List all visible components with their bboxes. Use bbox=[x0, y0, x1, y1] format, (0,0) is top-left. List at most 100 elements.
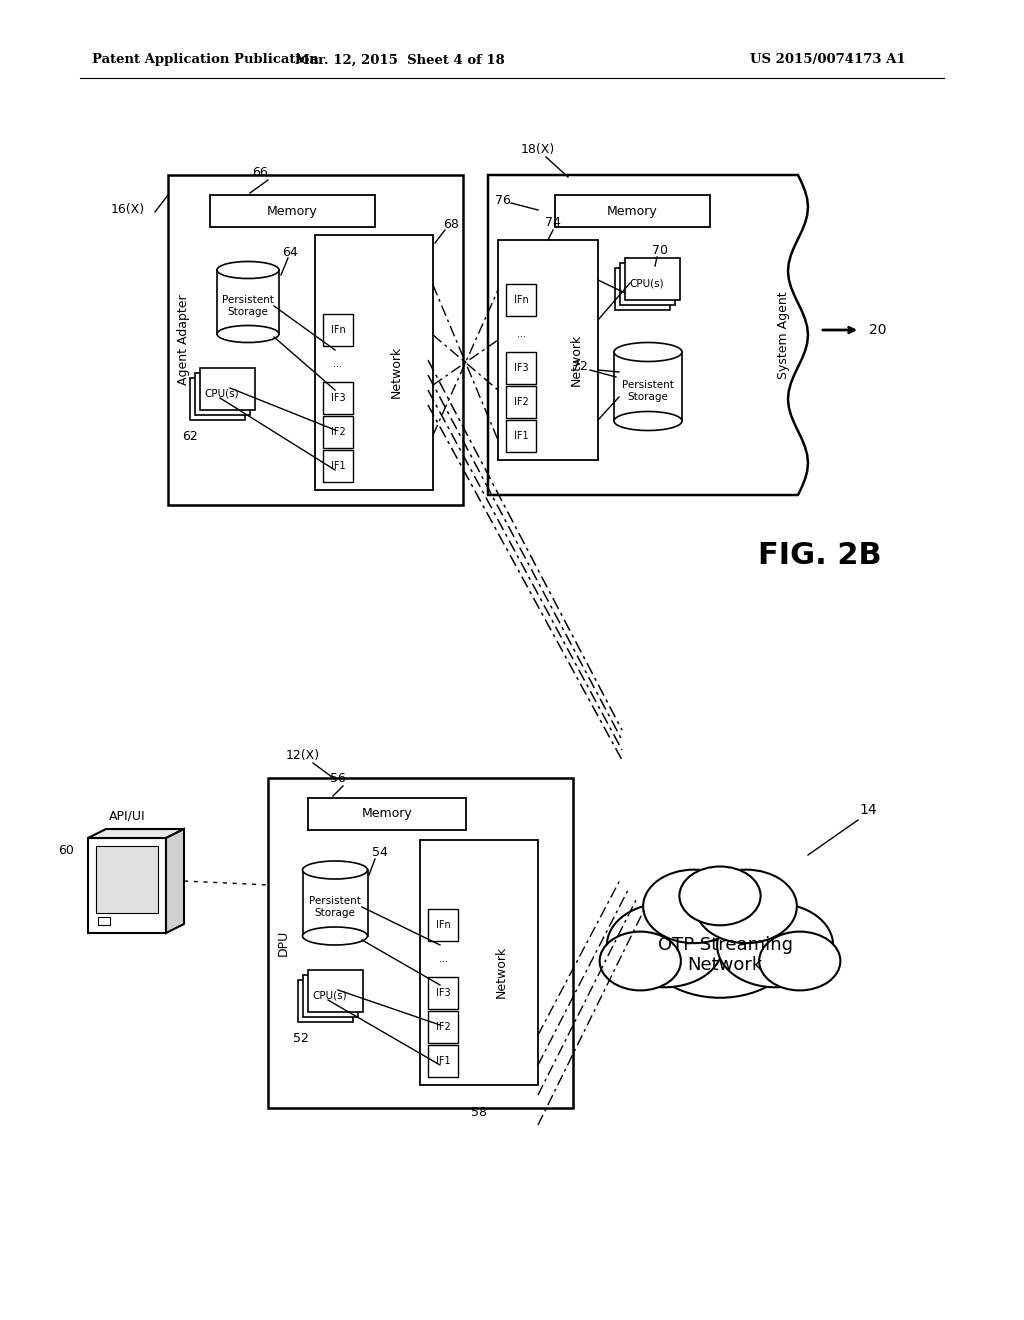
Ellipse shape bbox=[607, 903, 723, 987]
Ellipse shape bbox=[614, 412, 682, 430]
Text: IF3: IF3 bbox=[514, 363, 528, 374]
Text: CPU(s): CPU(s) bbox=[205, 389, 240, 399]
Bar bbox=[555, 195, 710, 227]
Text: Persistent
Storage: Persistent Storage bbox=[622, 380, 674, 401]
Text: OTP Streaming
Network: OTP Streaming Network bbox=[657, 936, 793, 974]
Text: Network: Network bbox=[389, 346, 402, 399]
Text: ...: ... bbox=[438, 954, 447, 964]
Text: 74: 74 bbox=[545, 215, 561, 228]
Bar bbox=[428, 909, 458, 941]
Text: 56: 56 bbox=[330, 771, 346, 784]
Ellipse shape bbox=[759, 932, 841, 990]
Bar bbox=[506, 385, 536, 418]
Text: 16(X): 16(X) bbox=[111, 203, 145, 216]
Text: ...: ... bbox=[516, 329, 525, 339]
Bar bbox=[428, 977, 458, 1008]
Bar bbox=[217, 271, 279, 334]
Bar bbox=[620, 263, 675, 305]
Text: Memory: Memory bbox=[361, 808, 413, 821]
Bar bbox=[96, 846, 158, 913]
Text: Persistent
Storage: Persistent Storage bbox=[309, 896, 360, 917]
Text: 54: 54 bbox=[372, 846, 388, 858]
Bar bbox=[298, 979, 353, 1022]
Ellipse shape bbox=[614, 342, 682, 362]
Bar bbox=[625, 257, 680, 300]
Polygon shape bbox=[166, 829, 184, 933]
Text: 20: 20 bbox=[869, 323, 887, 337]
Text: Network: Network bbox=[495, 946, 508, 998]
Text: IFn: IFn bbox=[331, 325, 345, 335]
Text: IF3: IF3 bbox=[435, 987, 451, 998]
Bar bbox=[303, 975, 358, 1016]
Text: 58: 58 bbox=[471, 1106, 487, 1119]
Text: IF3: IF3 bbox=[331, 393, 345, 403]
Text: API/UI: API/UI bbox=[109, 809, 145, 822]
Ellipse shape bbox=[717, 903, 834, 987]
Bar bbox=[308, 799, 466, 830]
Text: Persistent
Storage: Persistent Storage bbox=[222, 296, 274, 317]
Text: 52: 52 bbox=[293, 1031, 309, 1044]
Text: 64: 64 bbox=[283, 246, 298, 259]
Text: 70: 70 bbox=[652, 243, 668, 256]
Text: IF1: IF1 bbox=[435, 1056, 451, 1067]
Text: 66: 66 bbox=[252, 166, 268, 180]
Text: 12(X): 12(X) bbox=[286, 750, 321, 763]
Text: 72: 72 bbox=[572, 360, 588, 374]
Bar bbox=[315, 235, 433, 490]
Bar bbox=[195, 374, 250, 414]
PathPatch shape bbox=[488, 176, 808, 495]
Text: FIG. 2B: FIG. 2B bbox=[758, 540, 882, 569]
Text: IF2: IF2 bbox=[514, 397, 528, 407]
Text: 76: 76 bbox=[495, 194, 511, 206]
Text: ...: ... bbox=[334, 359, 342, 370]
Ellipse shape bbox=[217, 261, 279, 279]
Bar bbox=[200, 368, 255, 411]
Bar bbox=[268, 777, 573, 1107]
Bar bbox=[210, 195, 375, 227]
Text: IF1: IF1 bbox=[331, 461, 345, 471]
Text: Patent Application Publication: Patent Application Publication bbox=[92, 54, 318, 66]
Ellipse shape bbox=[217, 326, 279, 342]
Text: Mar. 12, 2015  Sheet 4 of 18: Mar. 12, 2015 Sheet 4 of 18 bbox=[295, 54, 505, 66]
Bar bbox=[420, 840, 538, 1085]
Text: IFn: IFn bbox=[514, 294, 528, 305]
Bar bbox=[323, 314, 353, 346]
Text: 68: 68 bbox=[443, 219, 459, 231]
Bar bbox=[98, 917, 110, 925]
Text: CPU(s): CPU(s) bbox=[312, 991, 347, 1001]
Text: 60: 60 bbox=[58, 843, 74, 857]
Ellipse shape bbox=[679, 866, 761, 925]
Text: 14: 14 bbox=[859, 803, 877, 817]
Bar bbox=[506, 420, 536, 451]
Bar bbox=[323, 450, 353, 482]
Text: IF2: IF2 bbox=[435, 1022, 451, 1032]
Text: CPU(s): CPU(s) bbox=[630, 279, 665, 289]
Ellipse shape bbox=[302, 927, 368, 945]
Text: IFn: IFn bbox=[435, 920, 451, 931]
Bar bbox=[303, 870, 368, 936]
Bar bbox=[323, 416, 353, 447]
Bar bbox=[506, 352, 536, 384]
Bar bbox=[428, 1045, 458, 1077]
Text: 62: 62 bbox=[182, 429, 198, 442]
Text: Memory: Memory bbox=[606, 205, 657, 218]
Bar bbox=[428, 1011, 458, 1043]
Text: US 2015/0074173 A1: US 2015/0074173 A1 bbox=[750, 54, 905, 66]
Text: Agent Adapter: Agent Adapter bbox=[176, 294, 189, 385]
Bar bbox=[506, 284, 536, 315]
Text: IF2: IF2 bbox=[331, 426, 345, 437]
Text: Network: Network bbox=[569, 334, 583, 387]
Text: 18(X): 18(X) bbox=[521, 144, 555, 157]
Ellipse shape bbox=[600, 932, 681, 990]
Ellipse shape bbox=[640, 882, 800, 998]
Bar bbox=[308, 970, 362, 1012]
Bar bbox=[88, 838, 166, 933]
Polygon shape bbox=[88, 829, 184, 838]
Text: DPU: DPU bbox=[276, 929, 290, 956]
Ellipse shape bbox=[695, 870, 797, 944]
Text: IF1: IF1 bbox=[514, 432, 528, 441]
Bar bbox=[323, 381, 353, 414]
Bar bbox=[615, 268, 670, 310]
Bar bbox=[498, 240, 598, 459]
Bar bbox=[168, 176, 463, 506]
